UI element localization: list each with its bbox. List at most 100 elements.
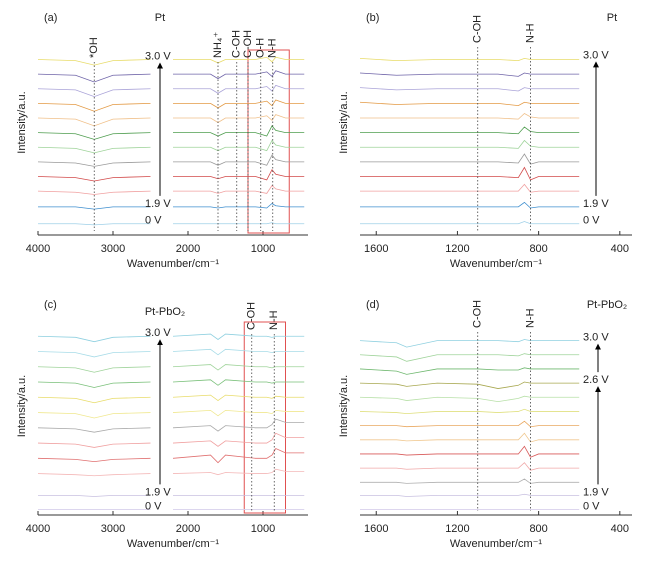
x-tick-label: 3000 [101, 523, 125, 535]
panel-label: (b) [366, 12, 379, 24]
x-tick-label: 800 [529, 523, 547, 535]
y-axis-label: Intensity/a.u. [16, 91, 28, 153]
spectrum [360, 221, 580, 225]
annotation-label: N-H [268, 310, 280, 330]
panel-title: Pt [155, 12, 165, 24]
x-tick-label: 1600 [364, 243, 388, 255]
voltage-label: 3.0 V [583, 332, 609, 344]
voltage-label: 1.9 V [583, 198, 609, 210]
annotation-label: *OH [88, 37, 100, 58]
spectrum [37, 56, 305, 66]
spectrum [360, 139, 580, 149]
spectrum [37, 169, 305, 182]
spectrum [360, 126, 580, 135]
annotation-label: NH₄⁺ [212, 32, 224, 58]
voltage-label: 3.0 V [145, 50, 171, 62]
x-tick-label: 4000 [26, 523, 50, 535]
spectrum [37, 125, 305, 140]
spectrum [37, 418, 305, 433]
spectrum [359, 367, 580, 375]
panel-label: (d) [366, 299, 379, 311]
y-axis-label: Intensity/a.u. [338, 91, 350, 153]
x-axis-label: Wavenumber/cm⁻¹ [450, 538, 543, 550]
spectrum [360, 493, 580, 497]
x-axis-label: Wavenumber/cm⁻¹ [450, 258, 543, 270]
spectrum [359, 339, 580, 348]
spectrum [359, 72, 580, 77]
x-tick-label: 1200 [445, 243, 469, 255]
voltage-label: 1.9 V [145, 198, 171, 210]
spectrum [37, 468, 305, 477]
x-tick-label: 4000 [26, 243, 50, 255]
annotation-label: C-OH [246, 302, 258, 330]
voltage-label: 3.0 V [145, 327, 171, 339]
voltage-label: 1.9 V [583, 486, 609, 498]
spectrum [37, 364, 305, 373]
voltage-label: 0 V [145, 500, 162, 512]
spectrum [37, 333, 305, 343]
spectrum [359, 395, 580, 403]
spectrum [360, 445, 580, 458]
spectrum [37, 114, 305, 127]
spectrum [37, 70, 305, 83]
x-tick-label: 800 [529, 243, 547, 255]
panel-label: (a) [44, 12, 57, 24]
highlight-box [243, 321, 286, 514]
annotation-label: N-H [267, 38, 279, 58]
x-tick-label: 1200 [445, 523, 469, 535]
voltage-label: 0 V [145, 215, 162, 227]
x-tick-label: 3000 [101, 243, 125, 255]
x-tick-label: 1000 [251, 523, 275, 535]
annotation-label: C-OH [472, 300, 484, 328]
annotation-label: C-OH [242, 30, 254, 58]
spectrum [38, 203, 305, 210]
spectrum [37, 348, 305, 358]
panel-title: Pt-PbO₂ [587, 299, 627, 311]
spectrum [360, 462, 580, 471]
y-axis-label: Intensity/a.u. [338, 375, 350, 437]
voltage-label: 1.9 V [145, 486, 171, 498]
x-tick-label: 1600 [364, 523, 388, 535]
annotation-label: O-H [255, 38, 267, 58]
spectrum [360, 432, 580, 443]
spectrum [359, 408, 580, 415]
x-tick-label: 2000 [176, 523, 200, 535]
spectrum [359, 353, 580, 362]
voltage-label: 0 V [583, 215, 600, 227]
x-tick-label: 1000 [251, 243, 275, 255]
spectrum [360, 166, 580, 181]
spectrum [37, 409, 305, 419]
spectrum [359, 57, 580, 62]
spectrum [360, 201, 580, 209]
spectrum [360, 478, 580, 484]
panel-title: Pt-PbO₂ [145, 306, 185, 318]
highlight-box [247, 49, 290, 234]
spectrum [38, 494, 305, 497]
spectrum [359, 101, 580, 107]
y-axis-label: Intensity/a.u. [16, 375, 28, 437]
annotation-label: N-H [524, 23, 536, 43]
x-axis-label: Wavenumber/cm⁻¹ [127, 258, 220, 270]
x-tick-label: 400 [611, 523, 629, 535]
spectrum [37, 139, 305, 154]
voltage-label: 2.6 V [583, 374, 609, 386]
annotation-label: N-H [524, 308, 536, 328]
spectrum [37, 99, 305, 112]
panel-title: Pt [607, 12, 617, 24]
spectrum [360, 113, 580, 120]
voltage-label: 3.0 V [583, 49, 609, 61]
spectrum [359, 87, 580, 92]
voltage-label: 0 V [583, 500, 600, 512]
spectrum [359, 381, 580, 389]
spectrum [37, 379, 305, 388]
annotation-label: C-OH [231, 30, 243, 58]
spectrum [37, 154, 305, 167]
x-axis-label: Wavenumber/cm⁻¹ [127, 538, 220, 550]
spectrum [360, 183, 580, 193]
spectrum [360, 420, 580, 428]
spectrum [37, 184, 305, 195]
panel-label: (c) [44, 299, 57, 311]
spectrum [360, 153, 580, 165]
